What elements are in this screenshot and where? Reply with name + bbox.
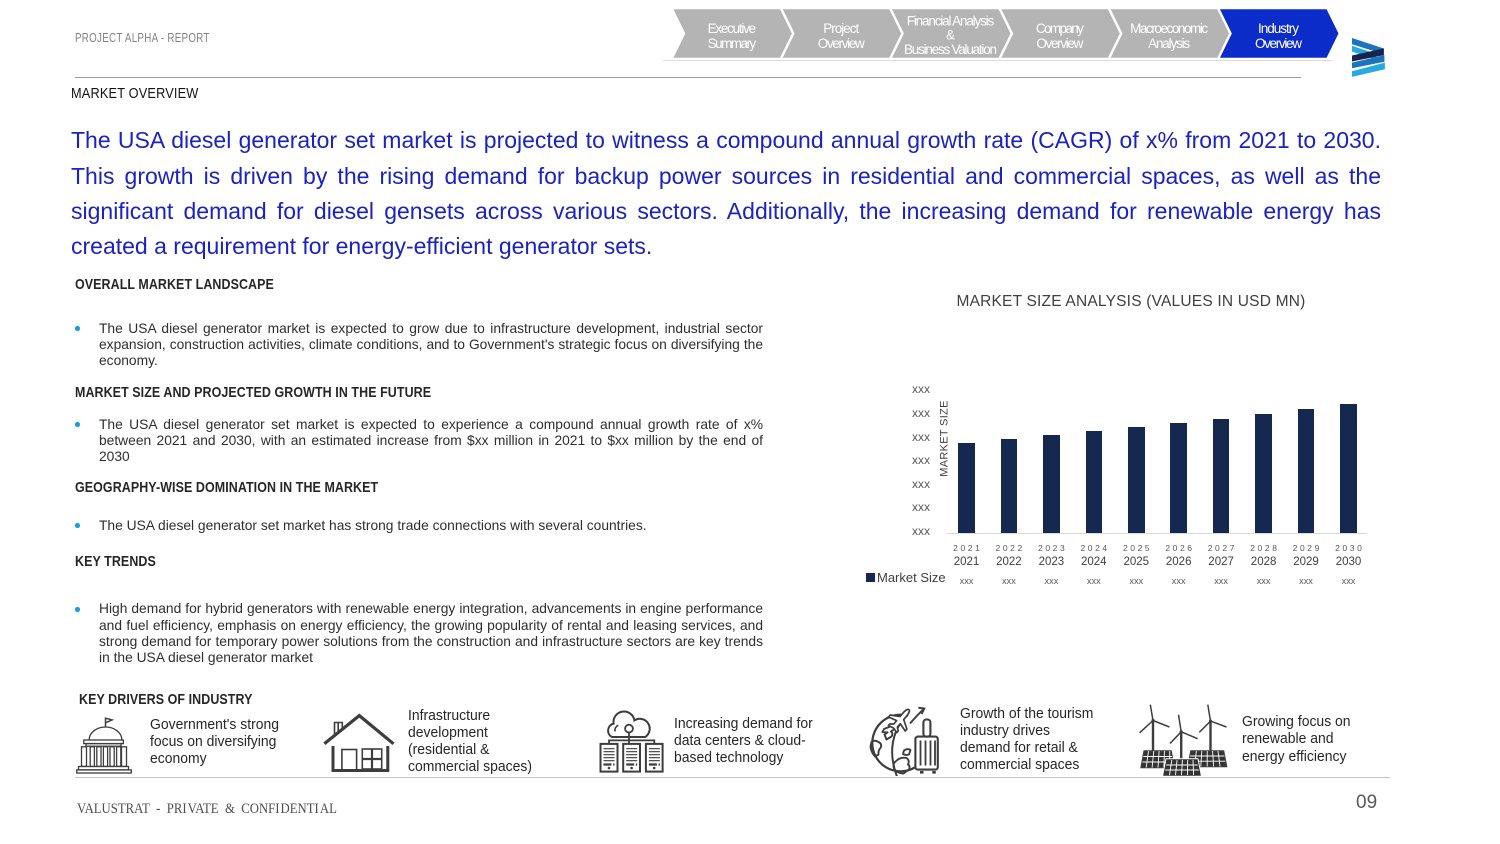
svg-text:Project: Project xyxy=(823,21,859,36)
svg-text:Overview: Overview xyxy=(818,36,865,51)
svg-text:Overview: Overview xyxy=(1036,36,1083,51)
svg-text:Overview: Overview xyxy=(1255,36,1302,51)
svg-text:Executive: Executive xyxy=(708,21,757,36)
svg-text:Financial Analysis: Financial Analysis xyxy=(907,14,995,29)
svg-text:Industry: Industry xyxy=(1258,21,1299,36)
svg-text:Summary: Summary xyxy=(708,36,757,51)
svg-text:Macroeconomic: Macroeconomic xyxy=(1130,21,1208,36)
svg-text:&: & xyxy=(946,28,955,43)
svg-text:Company: Company xyxy=(1036,21,1084,36)
svg-text:Analysis: Analysis xyxy=(1148,36,1190,51)
svg-text:Business Valuation: Business Valuation xyxy=(904,42,997,57)
